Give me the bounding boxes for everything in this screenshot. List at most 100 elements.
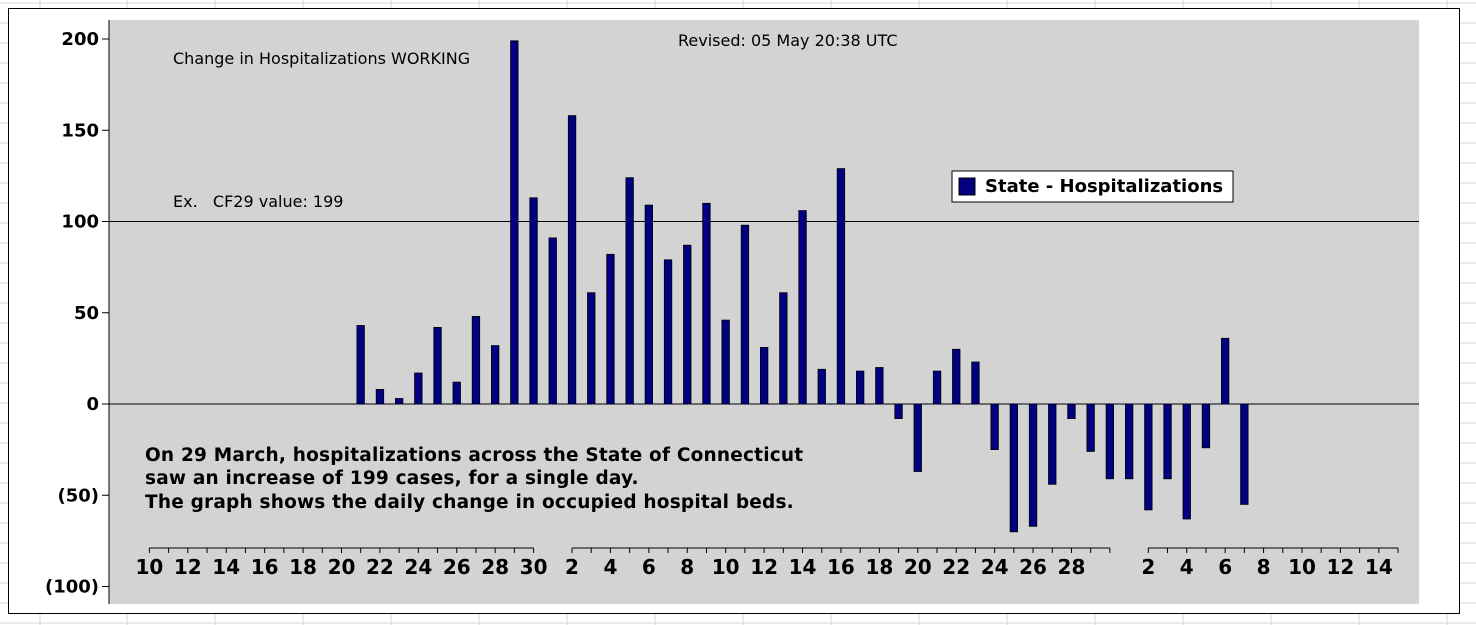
bar [894,403,903,420]
bar [1201,403,1211,449]
bar [702,202,711,405]
x-tick-label: 16 [251,555,279,579]
x-tick-label: 18 [289,555,317,579]
x-tick-label: 10 [135,555,163,579]
x-tick-label: 28 [481,555,509,579]
bar [913,403,922,472]
bar [952,348,961,405]
x-tick-label: 14 [789,555,817,579]
bar [663,259,673,405]
y-axis: 200 150 100 50 0 (50) (100) [45,20,110,604]
bar [375,388,385,405]
bar [856,370,865,405]
bar [587,292,596,405]
bar [932,370,942,405]
bar [1028,403,1038,527]
revised-timestamp: Revised: 05 May 20:38 UTC [678,31,898,50]
y-tick-label: 200 [61,29,99,50]
y-tick-label: 0 [86,394,99,415]
x-tick-label: 26 [1019,555,1047,579]
bar [1182,403,1191,520]
bar [452,381,461,405]
explanatory-note: On 29 March, hospitalizations across the… [145,445,803,513]
bar [471,315,481,405]
chart-title: Change in Hospitalizations WORKING [173,49,470,68]
bars [356,40,1249,533]
x-tick-label: 2 [565,555,579,579]
chart-frame: 200 150 100 50 0 (50) (100) 10 12 14 16 18 20 22 24 26… [8,8,1460,614]
x-tick-label: 14 [212,555,240,579]
x-tick-label: 16 [827,555,855,579]
x-tick-label: 12 [1326,555,1354,579]
x-tick-label: 10 [712,555,740,579]
legend-label: State - Hospitalizations [985,176,1223,197]
bar [1086,403,1095,452]
bar [510,40,519,405]
x-tick-label: 24 [981,555,1009,579]
x-tick-label: 20 [328,555,356,579]
bar [1009,403,1018,533]
plot-area [109,20,1419,604]
bar [394,398,404,405]
note-line-1: On 29 March, hospitalizations across the… [145,445,803,466]
note-line-3: The graph shows the daily change in occu… [145,492,794,513]
bar [1144,403,1153,511]
bar [990,403,999,450]
bar [721,319,730,405]
bar [1221,337,1230,405]
bar [644,204,653,405]
bar [875,367,884,405]
y-tick-label: (50) [57,485,99,506]
bar [490,345,500,405]
x-tick-label: 12 [174,555,202,579]
x-tick-label: 2 [1141,555,1155,579]
bar [625,177,634,405]
x-tick-label: 22 [942,555,970,579]
bar [1067,403,1076,420]
x-tick-label: 24 [404,555,432,579]
x-tick-label: 8 [1257,555,1271,579]
x-tick-label: 10 [1288,555,1316,579]
x-tick-label: 6 [642,555,656,579]
x-tick-label: 14 [1365,555,1393,579]
bar [836,168,846,405]
bar [1048,403,1057,485]
legend: State - Hospitalizations [951,170,1234,203]
bar [433,326,442,405]
bar [356,325,365,405]
x-tick-label: 12 [750,555,778,579]
bar [798,210,807,405]
bar [683,244,692,405]
x-tick-label: 20 [904,555,932,579]
bar [1240,403,1249,505]
x-tick-label: 18 [865,555,893,579]
example-value-note: Ex. CF29 value: 199 [173,192,343,211]
bar [414,372,423,405]
bar [1163,403,1172,480]
bar [529,197,538,405]
x-tick-label: 30 [520,555,548,579]
bar [740,224,750,405]
x-tick-label: 4 [603,555,617,579]
y-tick-label: 150 [61,120,99,141]
legend-swatch [958,177,976,196]
bar [1125,403,1134,480]
x-tick-label: 26 [443,555,471,579]
x-tick-label: 28 [1058,555,1086,579]
y-tick-label: 100 [61,212,99,233]
legend-box [951,170,1234,203]
bar [606,253,615,405]
bar [817,368,826,405]
bar [1105,403,1114,480]
y-tick-label: (100) [45,577,99,598]
note-line-2: saw an increase of 199 cases, for a sing… [145,468,639,489]
x-tick-label: 4 [1180,555,1194,579]
bar [548,237,557,405]
x-tick-label: 6 [1218,555,1232,579]
y-tick-label: 50 [74,303,99,324]
bar [779,292,788,405]
x-tick-label: 8 [680,555,694,579]
bar [971,361,980,405]
x-tick-label: 22 [366,555,394,579]
